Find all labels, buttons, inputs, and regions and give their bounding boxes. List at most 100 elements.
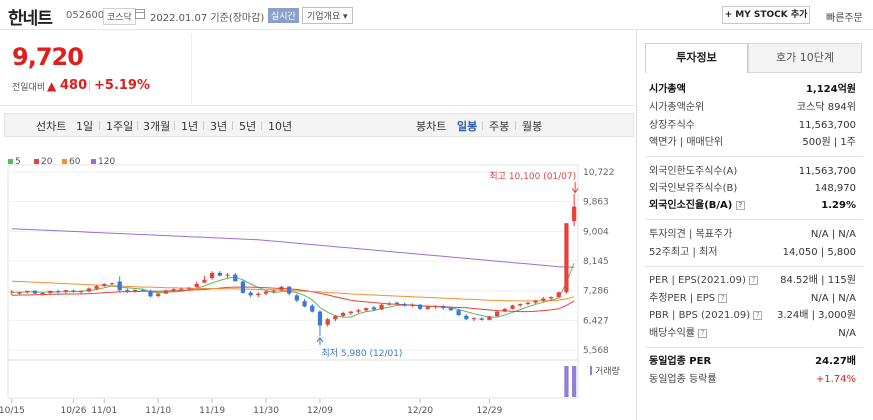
tab-1day[interactable]: 1일 — [76, 120, 94, 133]
tab-line-chart[interactable]: 선차트 — [36, 120, 67, 133]
est-per-label: 추정PER | EPS ? — [649, 290, 728, 308]
invest-info-panel — [636, 30, 873, 420]
candle-body — [40, 292, 45, 295]
tab-3year[interactable]: 3년 — [210, 120, 228, 133]
help-icon[interactable]: ? — [735, 200, 745, 210]
candle-body — [425, 306, 430, 309]
period-tab-bar — [4, 113, 634, 137]
candle-body — [448, 308, 454, 311]
current-price: 9,720 — [12, 43, 84, 71]
corp-info-button[interactable]: 기업개요 ▾ — [302, 7, 353, 24]
change-amount: 480 — [60, 78, 88, 93]
row-market-cap-rank: 시가총액순위 코스닥 894위 — [649, 99, 856, 117]
up-arrow-icon — [316, 336, 324, 343]
candle-body — [248, 292, 253, 296]
candle-body — [117, 281, 122, 291]
candle-body — [55, 291, 61, 293]
legend-label-ma5: 5 — [15, 157, 21, 167]
shares-label: 상장주식수 — [649, 120, 695, 131]
tab-candle-chart[interactable]: 봉차트 — [416, 120, 447, 133]
add-my-stock-button[interactable]: + MY STOCK 추가 — [722, 6, 810, 24]
low-price-annotation: 최저 5,980 (12/01) — [321, 348, 402, 359]
change-percent: +5.19% — [94, 78, 150, 93]
candle-body — [495, 311, 500, 317]
divider — [515, 121, 516, 130]
row-foreign-ratio: 외국인소진율(B/A) ? 1.29% — [649, 197, 856, 215]
candle-body — [364, 308, 369, 311]
candle-body — [479, 318, 484, 320]
candle-body — [402, 303, 407, 306]
market-cap-rank-label[interactable]: 시가총액순위 — [649, 102, 705, 113]
quick-order-link[interactable]: 빠른주문 — [826, 13, 863, 24]
candle-body — [410, 304, 415, 306]
help-icon[interactable]: ? — [753, 310, 763, 320]
ma-line-120 — [11, 228, 575, 268]
candle-body — [487, 316, 492, 320]
foreign-limit-value: 11,563,700 — [798, 166, 856, 177]
tab-10year[interactable]: 10년 — [268, 120, 293, 133]
candle-body — [510, 305, 515, 309]
shares-value: 11,563,700 — [798, 120, 856, 131]
dividend-text: 배당수익률 — [649, 328, 695, 339]
tab-monthly[interactable]: 월봉 — [522, 120, 543, 133]
candle-body — [325, 319, 330, 325]
y-tick-label: 8,145 — [583, 257, 609, 267]
candlestick-chart[interactable]: 10,722 9,863 9,004 8,145 7,286 6,427 5,568 10/… — [0, 163, 636, 420]
face-value-label: 액면가 | 매매단위 — [649, 137, 724, 148]
candle-body — [502, 308, 507, 312]
candle-body — [125, 290, 130, 292]
help-icon[interactable]: ? — [749, 275, 759, 285]
candle-body — [464, 315, 469, 320]
volume-panel: 거래량 — [564, 365, 620, 397]
candle-body — [541, 298, 546, 301]
divider — [191, 34, 192, 106]
row-foreign-hold: 외국인보유주식수(B) 148,970 — [649, 180, 856, 198]
candle-body — [71, 290, 76, 292]
market-cap-value: 1,124억원 — [805, 84, 856, 95]
tab-weekly[interactable]: 주봉 — [489, 120, 510, 133]
candle-body — [132, 289, 138, 292]
divider — [261, 121, 262, 130]
candle-body — [317, 311, 323, 326]
chart-grid — [7, 164, 579, 399]
market-badge: 코스닥 — [103, 8, 136, 25]
up-arrow-icon: ▲ — [47, 79, 57, 93]
dividend-label: 배당수익률 ? — [649, 325, 708, 343]
per-label: PER | EPS(2021.09) ? — [649, 272, 759, 290]
candles — [9, 193, 577, 336]
stock-header — [0, 0, 873, 30]
tab-daily[interactable]: 일봉 — [457, 120, 478, 133]
foreign-hold-value: 148,970 — [814, 183, 856, 194]
down-arrow-icon — [571, 188, 579, 194]
face-value-value: 500원 | 1주 — [802, 137, 856, 148]
annotations: 최고 10,100 (01/07) 최저 5,980 (12/01) — [316, 171, 579, 359]
row-foreign-limit: 외국인한도주식수(A) 11,563,700 — [649, 163, 856, 181]
tab-3month[interactable]: 3개월 — [143, 120, 171, 133]
candle-body — [548, 297, 554, 299]
candle-body — [287, 286, 292, 294]
candle-body — [86, 288, 91, 292]
divider — [203, 121, 204, 130]
candle-body — [225, 274, 230, 276]
volume-legend-swatch — [590, 366, 592, 375]
candle-body — [79, 291, 84, 293]
candle-body — [333, 316, 338, 320]
help-icon[interactable]: ? — [698, 328, 708, 338]
tab-hoga[interactable]: 호가 10단계 — [748, 43, 862, 73]
sector-per-label[interactable]: 동일업종 PER — [649, 356, 712, 367]
sector-rate-value: +1.74% — [815, 374, 856, 385]
row-52week: 52주최고 | 최저 14,050 | 5,800 — [649, 244, 856, 262]
legend-swatch-ma120 — [91, 159, 96, 164]
row-shares: 상장주식수 11,563,700 — [649, 117, 856, 135]
realtime-button[interactable]: 실시간 — [268, 8, 299, 23]
help-icon[interactable]: ? — [718, 293, 728, 303]
candle-body — [17, 292, 22, 294]
tab-invest-info[interactable]: 투자정보 — [645, 43, 748, 73]
foreign-limit-label: 외국인한도주식수(A) — [649, 166, 738, 177]
tab-5year[interactable]: 5년 — [239, 120, 257, 133]
candle-body — [340, 312, 346, 316]
sector-rate-label[interactable]: 동일업종 등락률 — [649, 374, 717, 385]
candle-body — [310, 305, 315, 312]
tab-1week[interactable]: 1주일 — [106, 120, 134, 133]
tab-1year[interactable]: 1년 — [181, 120, 199, 133]
